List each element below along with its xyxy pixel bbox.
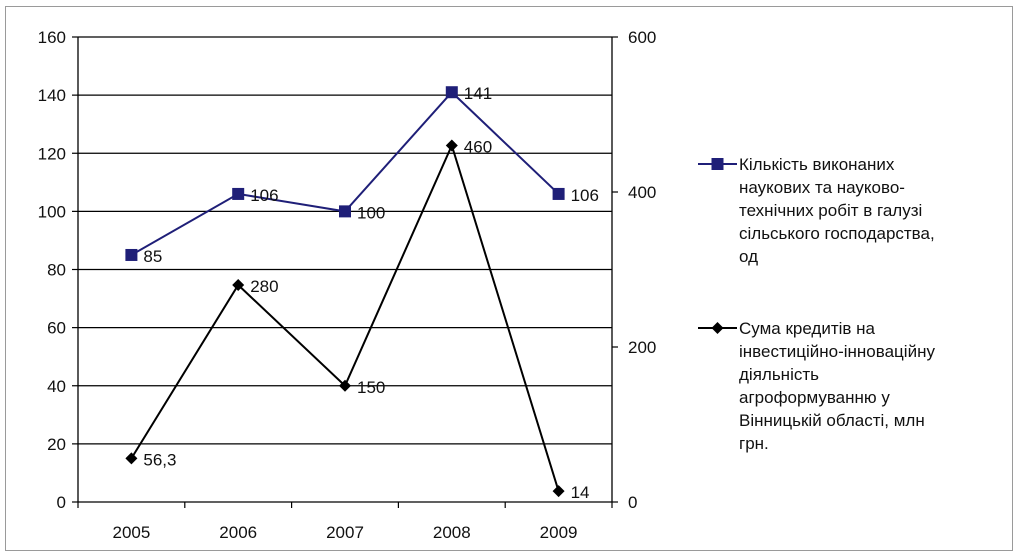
x-axis-tick-label: 2007 bbox=[326, 523, 364, 542]
data-label: 100 bbox=[357, 203, 385, 222]
data-label: 150 bbox=[357, 378, 385, 397]
right-axis-tick-label: 0 bbox=[628, 493, 637, 512]
legend-label-line: інвестиційно-інноваційну bbox=[739, 342, 935, 361]
data-label: 56,3 bbox=[143, 450, 176, 469]
series-2: 56,3 280 150 460 14 bbox=[125, 138, 590, 502]
legend-label-line: од bbox=[739, 247, 758, 266]
series-group: 85 106 100 141 106 56,3 280 150 460 14 bbox=[125, 84, 599, 502]
right-axis-tick-label: 600 bbox=[628, 28, 656, 47]
left-axis-tick-label: 160 bbox=[38, 28, 66, 47]
legend: Кількість виконаних наукових та науково-т… bbox=[698, 155, 935, 453]
legend-label-line: грн. bbox=[739, 434, 769, 453]
legend-marker bbox=[711, 158, 724, 170]
data-point bbox=[125, 452, 138, 465]
data-point bbox=[339, 379, 351, 392]
left-axis-tick-label: 40 bbox=[47, 377, 66, 396]
data-label: 14 bbox=[571, 483, 590, 502]
series-line bbox=[130, 90, 560, 256]
data-point bbox=[232, 279, 245, 291]
legend-label: Кількість виконаних наукових та науково-т… bbox=[739, 155, 935, 266]
legend-marker bbox=[711, 322, 724, 334]
right-axis-tick-label: 200 bbox=[628, 338, 656, 357]
x-axis-tick-label: 2009 bbox=[540, 523, 578, 542]
series-1: 85 106 100 141 106 bbox=[125, 84, 599, 266]
legend-label-line: діяльність bbox=[739, 365, 819, 384]
chart-frame bbox=[5, 6, 1013, 551]
legend-label-line: агроформуванню у bbox=[739, 388, 890, 407]
right-axis-tick-label: 400 bbox=[628, 183, 656, 202]
left-axis-tick-label: 120 bbox=[38, 144, 66, 163]
data-point bbox=[339, 205, 351, 218]
axes: 0 20 40 60 80 100 120 140 160 0 200 400 600 2005 2006 2… bbox=[38, 28, 657, 542]
data-point bbox=[125, 248, 138, 261]
legend-entry-1: Кількість виконаних наукових та науково-т… bbox=[698, 155, 935, 266]
data-point bbox=[552, 485, 565, 498]
series-line bbox=[130, 142, 560, 492]
left-axis-tick-label: 80 bbox=[47, 261, 66, 280]
legend-label-line: Сума кредитів на bbox=[739, 319, 876, 338]
data-label: 106 bbox=[250, 186, 278, 205]
data-label: 85 bbox=[143, 247, 162, 266]
legend-label-line: сільського господарства, bbox=[739, 224, 935, 243]
data-label: 106 bbox=[571, 186, 599, 205]
data-point bbox=[445, 139, 458, 152]
left-axis-tick-label: 100 bbox=[38, 202, 66, 221]
data-point bbox=[445, 86, 458, 99]
left-axis-tick-label: 20 bbox=[47, 435, 66, 454]
left-axis-tick-label: 0 bbox=[57, 493, 66, 512]
legend-label-line: Кількість виконаних bbox=[739, 155, 895, 174]
legend-label-line: наукових та науково- bbox=[739, 178, 905, 197]
data-point bbox=[552, 187, 565, 200]
data-point bbox=[232, 187, 245, 200]
data-label: 460 bbox=[464, 138, 492, 157]
left-axis-tick-label: 60 bbox=[47, 319, 66, 338]
x-axis-tick-label: 2006 bbox=[219, 523, 257, 542]
left-axis-tick-label: 140 bbox=[38, 86, 66, 105]
legend-label-line: технічних робіт в галузі bbox=[739, 201, 922, 220]
legend-label-line: Вінницькій області, млн bbox=[739, 411, 925, 430]
data-label: 280 bbox=[250, 277, 278, 296]
x-axis-tick-label: 2005 bbox=[112, 523, 150, 542]
data-label: 141 bbox=[464, 84, 492, 103]
legend-label: Сума кредитів на інвестиційно-інноваційну… bbox=[739, 319, 935, 453]
x-axis-tick-label: 2008 bbox=[433, 523, 471, 542]
legend-entry-2: Сума кредитів на інвестиційно-інноваційну… bbox=[698, 319, 935, 453]
